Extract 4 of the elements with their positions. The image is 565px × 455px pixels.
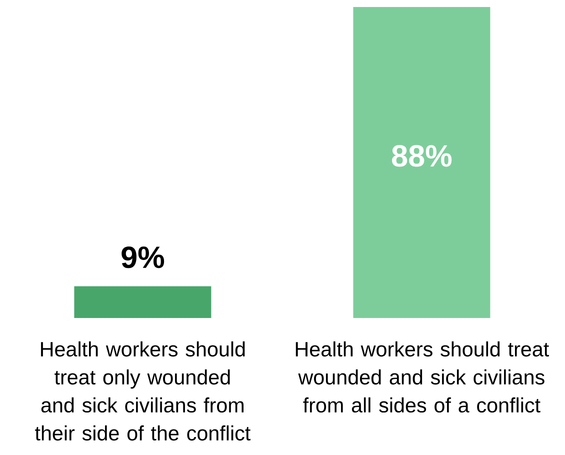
x-tick-label: Health workers should treat wounded and sick civilians from all sides of a conflict <box>296 341 549 413</box>
data-label: 9% <box>122 246 164 268</box>
data-label: 88% <box>392 145 452 167</box>
x-tick-label: Health workers should treat only wounded and sick civilians from their side of the conflict <box>35 341 250 441</box>
